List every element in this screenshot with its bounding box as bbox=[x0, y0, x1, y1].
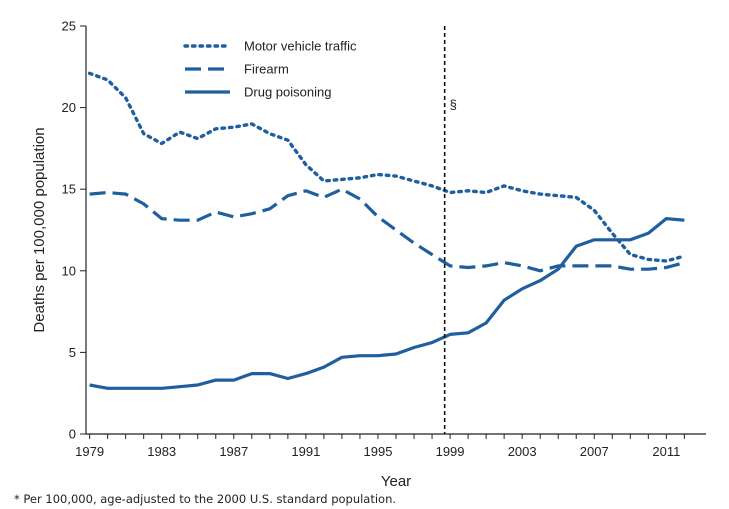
x-tick-label: 1999 bbox=[436, 444, 465, 459]
axis-ticks: 0 5 10 15 20 25 1979 1983 1987 1991 1995 1999 2003 20… bbox=[62, 19, 685, 459]
series-line-motor-vehicle-traffic bbox=[87, 71, 687, 263]
x-tick-label: 1979 bbox=[75, 444, 104, 459]
x-axis-title: Year bbox=[381, 473, 411, 490]
vertical-marker: § bbox=[443, 26, 457, 434]
x-tick-label: 1995 bbox=[364, 444, 393, 459]
series-layer bbox=[87, 71, 687, 390]
legend: Motor vehicle traffic Firearm Drug poisoni… bbox=[183, 39, 357, 100]
x-tick-label: 1987 bbox=[219, 444, 248, 459]
y-tick-label: 15 bbox=[62, 182, 76, 197]
x-tick-label: 2011 bbox=[652, 444, 680, 459]
legend-label: Drug poisoning bbox=[244, 85, 331, 100]
y-tick-label: 0 bbox=[69, 427, 76, 442]
series-line-drug-poisoning bbox=[89, 217, 685, 390]
y-tick-label: 20 bbox=[62, 100, 76, 115]
axes bbox=[85, 26, 706, 435]
x-tick-label: 2007 bbox=[580, 444, 609, 459]
series-line-firearm bbox=[89, 187, 685, 273]
y-tick-label: 25 bbox=[62, 19, 76, 34]
footnote: * Per 100,000, age-adjusted to the 2000 … bbox=[14, 492, 396, 506]
y-tick-label: 10 bbox=[62, 263, 76, 278]
legend-label: Firearm bbox=[244, 62, 289, 77]
y-tick-label: 5 bbox=[69, 345, 76, 360]
marker-label: § bbox=[450, 97, 457, 112]
x-tick-label: 1983 bbox=[147, 444, 176, 459]
legend-label: Motor vehicle traffic bbox=[244, 39, 357, 54]
x-tick-label: 1991 bbox=[291, 444, 320, 459]
x-tick-label: 2003 bbox=[508, 444, 537, 459]
y-axis-title: Deaths per 100,000 population bbox=[31, 127, 48, 332]
